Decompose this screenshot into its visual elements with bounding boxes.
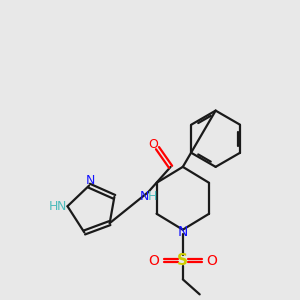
Text: O: O <box>148 138 158 151</box>
Text: S: S <box>177 253 188 268</box>
Text: H: H <box>49 200 58 213</box>
Text: N: N <box>178 225 188 238</box>
Text: N: N <box>85 174 95 188</box>
Text: N: N <box>56 200 66 213</box>
Text: O: O <box>148 254 159 268</box>
Text: H: H <box>148 190 158 203</box>
Text: N: N <box>140 190 149 203</box>
Text: O: O <box>206 254 217 268</box>
